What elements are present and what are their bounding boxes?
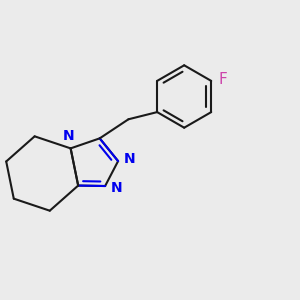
- Text: N: N: [62, 129, 74, 143]
- Text: F: F: [219, 72, 227, 87]
- Text: N: N: [123, 152, 135, 166]
- Text: N: N: [110, 181, 122, 194]
